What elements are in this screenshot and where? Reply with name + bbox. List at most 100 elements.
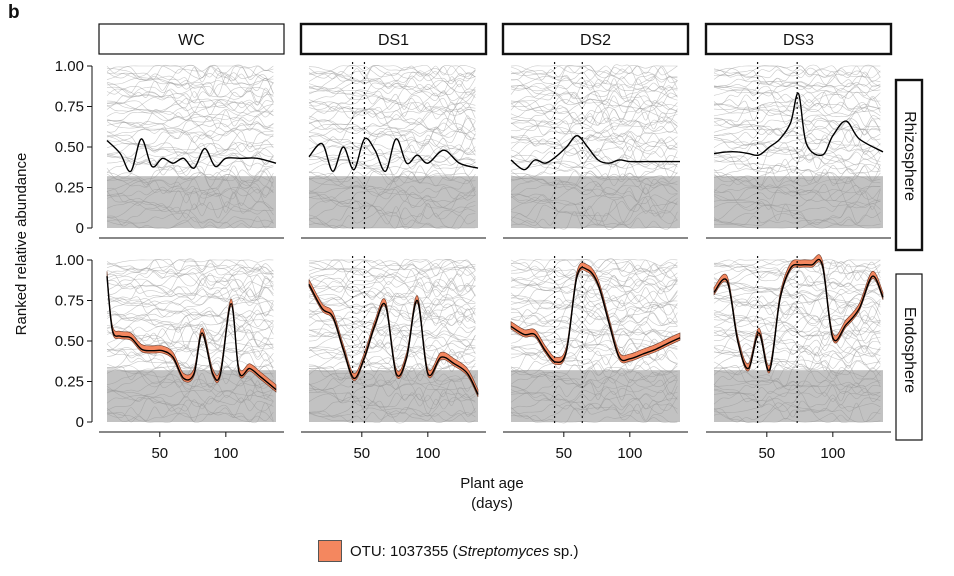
series-line bbox=[510, 134, 680, 171]
background-line bbox=[308, 64, 476, 81]
background-line bbox=[106, 309, 274, 322]
x-tick-label: 100 bbox=[213, 445, 238, 462]
panel-endosphere-ds2: 50 100 bbox=[503, 256, 688, 462]
background-band bbox=[714, 370, 883, 422]
y-axis-endosphere: 0 0.25 0.50 0.75 1.00 bbox=[55, 252, 93, 431]
background-line bbox=[308, 317, 476, 330]
background-line bbox=[308, 89, 476, 110]
background-line bbox=[106, 146, 274, 159]
panel-endosphere-wc: 50 100 bbox=[99, 258, 284, 462]
background-line bbox=[510, 77, 678, 92]
background-line bbox=[308, 259, 476, 272]
x-tick-label: 100 bbox=[820, 445, 845, 462]
strip-wc: WC bbox=[98, 23, 285, 55]
background-line bbox=[308, 329, 476, 342]
background-line bbox=[308, 97, 476, 113]
background-line bbox=[714, 282, 881, 290]
background-line bbox=[308, 268, 476, 278]
background-line bbox=[308, 87, 476, 102]
background-line bbox=[308, 289, 476, 305]
series-line bbox=[308, 283, 479, 395]
strip-label: DS2 bbox=[580, 32, 611, 49]
background-line bbox=[308, 266, 476, 290]
background-line bbox=[510, 303, 678, 328]
background-line bbox=[308, 275, 476, 292]
background-line bbox=[106, 110, 274, 122]
row-strip-endosphere: Endosphere bbox=[895, 273, 923, 441]
background-line bbox=[510, 258, 678, 279]
background-line bbox=[713, 69, 881, 88]
y-tick-label: 0 bbox=[76, 414, 84, 431]
background-line bbox=[510, 135, 678, 152]
background-line bbox=[510, 132, 678, 145]
background-line bbox=[510, 92, 678, 108]
background-line bbox=[106, 341, 274, 363]
background-line bbox=[106, 293, 274, 305]
background-line bbox=[106, 258, 274, 276]
background-band bbox=[714, 176, 883, 228]
x-tick-label: 100 bbox=[415, 445, 440, 462]
strip-box bbox=[98, 23, 285, 55]
y-tick-label: 1.00 bbox=[55, 252, 84, 269]
background-line bbox=[713, 300, 881, 321]
background-line bbox=[713, 140, 881, 153]
panel-endosphere-ds1: 50 100 bbox=[301, 256, 486, 462]
background-line bbox=[106, 67, 274, 81]
background-line bbox=[510, 89, 678, 105]
background-line bbox=[106, 347, 274, 369]
background-line bbox=[308, 127, 476, 149]
legend-italic: Streptomyces bbox=[457, 542, 550, 560]
series-line bbox=[713, 92, 884, 157]
strip-ds3: DS3 bbox=[704, 22, 893, 56]
y-tick-label: 0.75 bbox=[55, 293, 84, 310]
background-line bbox=[308, 148, 476, 164]
background-line bbox=[106, 108, 274, 118]
background-line bbox=[713, 359, 881, 369]
background-line bbox=[308, 64, 476, 76]
background-line bbox=[308, 275, 476, 298]
background-line bbox=[510, 259, 678, 272]
background-line bbox=[308, 292, 476, 316]
background-line bbox=[510, 299, 678, 321]
row-strip-label: Endosphere bbox=[901, 307, 918, 393]
background-line bbox=[106, 272, 274, 290]
background-line bbox=[713, 326, 881, 344]
background-line bbox=[106, 74, 274, 98]
background-line bbox=[510, 125, 678, 134]
background-line bbox=[510, 130, 678, 140]
panel-rhizosphere-ds2 bbox=[503, 62, 688, 239]
background-line bbox=[308, 133, 476, 155]
background-line bbox=[106, 297, 274, 318]
background-line bbox=[308, 161, 476, 180]
background-line bbox=[308, 124, 476, 147]
strip-box bbox=[704, 22, 893, 56]
background-line bbox=[308, 101, 476, 116]
background-line bbox=[510, 140, 678, 159]
background-band bbox=[309, 370, 478, 422]
background-line bbox=[106, 64, 274, 74]
background-line bbox=[308, 130, 476, 152]
background-line bbox=[713, 329, 881, 346]
legend-prefix: OTU: 1037355 ( bbox=[350, 542, 458, 560]
background-line bbox=[510, 64, 678, 86]
series-line bbox=[510, 266, 681, 364]
background-line bbox=[106, 294, 274, 315]
series-line bbox=[106, 138, 277, 173]
strip-ds1: DS1 bbox=[299, 22, 488, 56]
background-line bbox=[308, 267, 476, 283]
panel-letter: b bbox=[8, 2, 20, 23]
background-line bbox=[510, 109, 678, 131]
background-line bbox=[510, 160, 678, 181]
background-line bbox=[510, 99, 678, 122]
panel-rhizosphere-ds3 bbox=[706, 62, 891, 239]
background-line bbox=[713, 64, 881, 78]
background-line bbox=[106, 259, 274, 266]
y-tick-label: 1.00 bbox=[55, 58, 84, 75]
background-line bbox=[713, 108, 881, 117]
background-line bbox=[510, 120, 678, 145]
background-line bbox=[106, 151, 274, 171]
background-line bbox=[106, 259, 274, 275]
x-axis-unit: (days) bbox=[471, 495, 513, 512]
background-line bbox=[106, 266, 274, 278]
background-line bbox=[713, 148, 881, 162]
